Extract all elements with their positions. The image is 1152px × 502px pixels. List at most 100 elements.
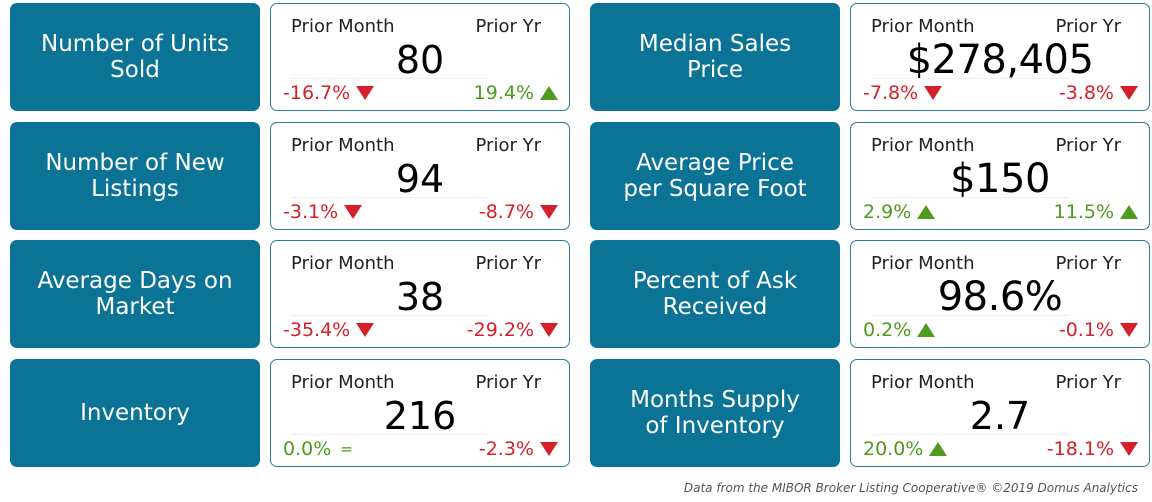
year-change-value: -29.2% [466, 319, 534, 341]
month-change: 0.0% = [283, 438, 353, 460]
year-change-value: -18.1% [1046, 438, 1114, 460]
arrow-up-icon [917, 205, 936, 219]
metric-stat-box: Prior Month Prior Yr 94 -3.1% -8.7% [270, 122, 570, 230]
month-change-value: 2.9% [863, 201, 912, 223]
arrow-up-icon [540, 86, 558, 100]
equals-icon: = [340, 440, 353, 458]
divider [871, 197, 1069, 198]
divider [291, 315, 489, 316]
month-change-value: -7.8% [863, 82, 919, 104]
metric-label: Average Price per Square Foot [623, 150, 807, 202]
metric-value: 94 [395, 157, 445, 201]
prior-month-header: Prior Month [291, 135, 395, 156]
metric-stat-box: Prior Month Prior Yr 80 -16.7% 19.4% [270, 3, 570, 111]
year-change: -8.7% [479, 201, 559, 223]
metric-stat-box: Prior Month Prior Yr 98.6% 0.2% -0.1% [850, 240, 1150, 348]
metric-label-box: Inventory [10, 359, 260, 467]
arrow-down-icon [924, 86, 943, 100]
metric-stat-box: Prior Month Prior Yr 38 -35.4% -29.2% [270, 240, 570, 348]
prior-year-header: Prior Yr [1055, 253, 1121, 274]
divider [871, 315, 1069, 316]
year-change-value: -8.7% [478, 201, 534, 223]
metric-label-box: Median Sales Price [590, 3, 840, 111]
metric-label-box: Percent of Ask Received [590, 240, 840, 348]
arrow-up-icon [1120, 205, 1138, 219]
year-change: -18.1% [1047, 438, 1139, 460]
year-change-value: -0.1% [1058, 319, 1114, 341]
arrow-down-icon [540, 205, 558, 219]
year-change: 11.5% [1054, 201, 1139, 223]
year-change: -3.8% [1059, 82, 1139, 104]
arrow-down-icon [540, 442, 558, 456]
month-change-value: -16.7% [283, 82, 351, 104]
divider [291, 197, 489, 198]
metric-label: Inventory [80, 400, 190, 426]
year-change: -29.2% [467, 319, 559, 341]
prior-month-header: Prior Month [871, 135, 975, 156]
metric-value: $150 [950, 156, 1050, 202]
prior-year-header: Prior Yr [475, 16, 541, 37]
arrow-down-icon [1120, 323, 1138, 337]
month-change: 20.0% [863, 438, 948, 460]
year-change-value: 19.4% [473, 82, 534, 104]
month-change: -16.7% [283, 82, 375, 104]
metric-label-box: Months Supply of Inventory [590, 359, 840, 467]
metric-label: Number of New Listings [45, 150, 225, 202]
metric-label: Months Supply of Inventory [630, 387, 800, 439]
arrow-down-icon [344, 205, 363, 219]
prior-year-header: Prior Yr [475, 253, 541, 274]
metric-label: Average Days on Market [37, 268, 233, 320]
metric-value: 216 [383, 394, 457, 438]
metric-value: 2.7 [969, 394, 1031, 438]
divider [291, 78, 489, 79]
divider [871, 434, 1069, 435]
prior-month-header: Prior Month [291, 16, 395, 37]
prior-month-header: Prior Month [291, 372, 395, 393]
month-change-value: 0.2% [863, 319, 912, 341]
year-change-value: -2.3% [478, 438, 534, 460]
arrow-up-icon [917, 323, 936, 337]
metric-label-box: Number of New Listings [10, 122, 260, 230]
year-change-value: 11.5% [1053, 201, 1114, 223]
metric-value: 38 [395, 275, 445, 319]
metric-label-box: Average Price per Square Foot [590, 122, 840, 230]
month-change: 2.9% [863, 201, 936, 223]
metric-stat-box: Prior Month Prior Yr 216 0.0% = -2.3% [270, 359, 570, 467]
year-change-value: -3.8% [1058, 82, 1114, 104]
month-change: -35.4% [283, 319, 375, 341]
prior-month-header: Prior Month [871, 372, 975, 393]
arrow-down-icon [540, 323, 558, 337]
metric-value: 98.6% [937, 274, 1063, 320]
prior-year-header: Prior Yr [1055, 372, 1121, 393]
month-change-value: 0.0% [283, 438, 332, 460]
prior-year-header: Prior Yr [475, 135, 541, 156]
month-change-value: -3.1% [283, 201, 339, 223]
prior-year-header: Prior Yr [475, 372, 541, 393]
prior-month-header: Prior Month [871, 16, 975, 37]
metric-stat-box: Prior Month Prior Yr $278,405 -7.8% -3.8… [850, 3, 1150, 111]
metric-label-box: Number of Units Sold [10, 3, 260, 111]
metric-value: 80 [395, 38, 445, 82]
metric-label-box: Average Days on Market [10, 240, 260, 348]
prior-year-header: Prior Yr [1055, 16, 1121, 37]
metric-stat-box: Prior Month Prior Yr 2.7 20.0% -18.1% [850, 359, 1150, 467]
month-change-value: 20.0% [863, 438, 924, 460]
metric-label: Percent of Ask Received [632, 268, 798, 320]
metric-stat-box: Prior Month Prior Yr $150 2.9% 11.5% [850, 122, 1150, 230]
metric-label: Median Sales Price [638, 31, 792, 83]
footer-credit: Data from the MIBOR Broker Listing Coope… [683, 481, 1138, 495]
year-change: -2.3% [479, 438, 559, 460]
prior-month-header: Prior Month [871, 253, 975, 274]
month-change: -7.8% [863, 82, 943, 104]
arrow-down-icon [356, 86, 375, 100]
prior-year-header: Prior Yr [1055, 135, 1121, 156]
metric-value: $278,405 [906, 37, 1094, 83]
arrow-down-icon [356, 323, 375, 337]
arrow-up-icon [929, 442, 948, 456]
month-change-value: -35.4% [283, 319, 351, 341]
month-change: 0.2% [863, 319, 936, 341]
divider [871, 78, 1069, 79]
metric-label: Number of Units Sold [41, 31, 229, 83]
month-change: -3.1% [283, 201, 363, 223]
year-change: -0.1% [1059, 319, 1139, 341]
